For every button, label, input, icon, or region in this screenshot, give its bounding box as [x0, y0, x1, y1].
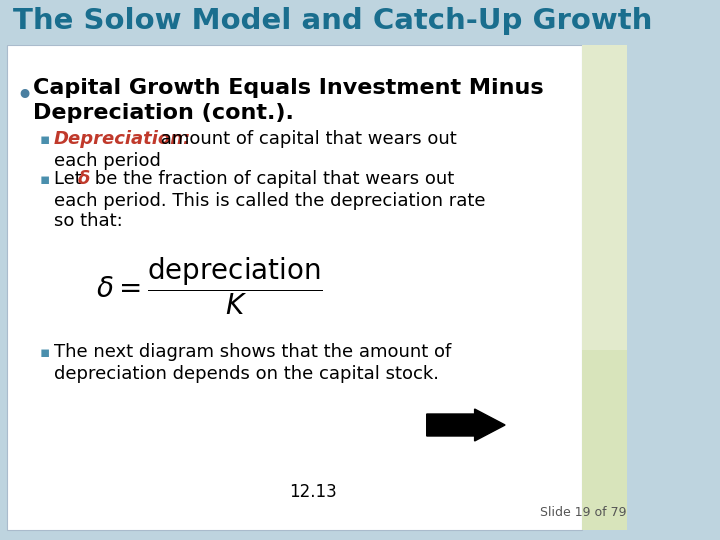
Text: Depreciation:: Depreciation: — [54, 130, 192, 148]
Text: $\delta = \dfrac{\mathrm{depreciation}}{K}$: $\delta = \dfrac{\mathrm{depreciation}}{… — [96, 255, 323, 316]
Text: ▪: ▪ — [39, 172, 50, 187]
Text: •: • — [16, 82, 34, 111]
Text: The Solow Model and Catch-Up Growth: The Solow Model and Catch-Up Growth — [13, 7, 652, 35]
Text: ▪: ▪ — [39, 132, 50, 147]
Text: each period. This is called the depreciation rate: each period. This is called the deprecia… — [54, 192, 485, 210]
Text: The next diagram shows that the amount of: The next diagram shows that the amount o… — [54, 343, 451, 361]
FancyBboxPatch shape — [582, 45, 627, 530]
Text: Depreciation (cont.).: Depreciation (cont.). — [33, 103, 294, 123]
FancyArrow shape — [427, 409, 505, 441]
FancyBboxPatch shape — [582, 350, 627, 530]
Text: be the fraction of capital that wears out: be the fraction of capital that wears ou… — [89, 170, 454, 188]
Text: ▪: ▪ — [39, 345, 50, 360]
Text: 12.13: 12.13 — [289, 483, 338, 501]
Text: δ: δ — [78, 170, 90, 188]
FancyBboxPatch shape — [7, 0, 627, 45]
Text: Let: Let — [54, 170, 88, 188]
FancyBboxPatch shape — [7, 45, 582, 530]
Text: so that:: so that: — [54, 212, 122, 230]
Text: Slide 19 of 79: Slide 19 of 79 — [540, 505, 626, 518]
Text: Capital Growth Equals Investment Minus: Capital Growth Equals Investment Minus — [33, 78, 544, 98]
Text: depreciation depends on the capital stock.: depreciation depends on the capital stoc… — [54, 365, 439, 383]
Text: each period: each period — [54, 152, 161, 170]
Text: amount of capital that wears out: amount of capital that wears out — [155, 130, 456, 148]
